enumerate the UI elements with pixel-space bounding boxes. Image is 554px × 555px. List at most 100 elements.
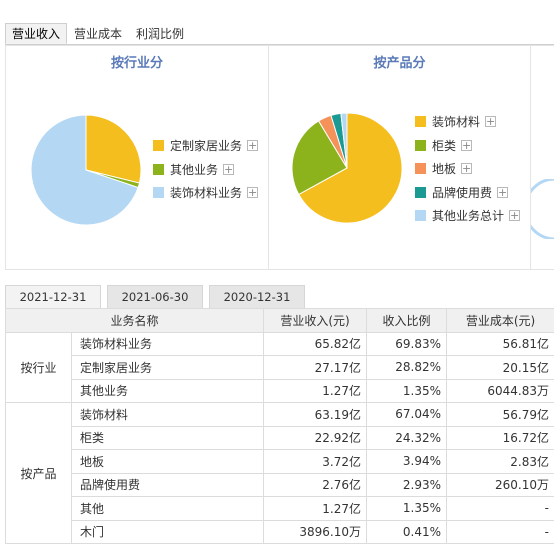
row-revenue: 22.92亿	[263, 425, 368, 450]
product-chart-panel: 按产品分 装饰材料 + 柜类 + 地板 + 品牌使用费 + 其他业务总计 +	[268, 45, 531, 270]
pie-slice-0[interactable]	[85, 114, 142, 184]
industry-chart-panel: 按行业分 定制家居业务 + 其他业务 + 装饰材料业务 +	[5, 45, 269, 270]
row-ratio: 28.82%	[366, 355, 448, 380]
table-header-row: 业务名称 营业收入(元) 收入比例 营业成本(元)	[4, 308, 554, 333]
row-name: 地板	[70, 449, 265, 474]
row-revenue: 65.82亿	[263, 331, 368, 356]
pie-slice-0[interactable]	[298, 112, 403, 224]
table-row: 地板 3.72亿 3.94% 2.83亿	[6, 449, 554, 474]
legend-label: 其他业务	[170, 162, 219, 177]
row-cost: 260.10万	[446, 472, 554, 497]
expand-icon[interactable]: +	[461, 138, 473, 152]
table-row: 按行业 装饰材料业务 65.82亿 69.83% 56.81亿	[5, 331, 554, 403]
business-composition-table: 业务名称 营业收入(元) 收入比例 营业成本(元) 按行业 装饰材料业务 65.…	[4, 308, 554, 544]
row-cost: 6044.83万	[446, 378, 554, 403]
row-name: 其他业务	[70, 378, 265, 403]
legend-swatch	[415, 139, 426, 151]
tab-profit-ratio[interactable]: 利润比例	[136, 27, 185, 41]
period-tabs: 2021-12-31 2021-06-30 2020-12-31	[5, 285, 311, 308]
table-row: 木门 3896.10万 0.41% -	[6, 519, 554, 544]
legend-item-other-business: 其他业务 +	[153, 158, 258, 182]
row-revenue: 1.27亿	[263, 496, 368, 521]
product-chart-title: 按产品分	[373, 56, 426, 71]
row-ratio: 24.32%	[366, 425, 448, 450]
expand-icon[interactable]: +	[497, 185, 509, 199]
row-revenue: 3.72亿	[263, 449, 368, 474]
row-ratio: 1.35%	[366, 496, 448, 521]
expand-icon[interactable]: +	[247, 186, 259, 200]
tab-period-2020-12-31[interactable]: 2020-12-31	[209, 285, 305, 308]
expand-icon[interactable]: +	[485, 115, 497, 129]
legend-item-floor: 地板 +	[415, 157, 520, 181]
legend-swatch	[153, 163, 164, 175]
row-name: 装饰材料业务	[70, 331, 265, 356]
legend-item-custom-home: 定制家居业务 +	[153, 134, 259, 158]
table-row: 按产品 装饰材料 63.19亿 67.04% 56.79亿	[5, 402, 554, 544]
tab-period-2021-12-31[interactable]: 2021-12-31	[5, 285, 101, 308]
expand-icon[interactable]: +	[223, 162, 235, 176]
table-row: 其他业务 1.27亿 1.35% 6044.83万	[6, 378, 554, 403]
tab-period-2021-06-30[interactable]: 2021-06-30	[107, 285, 203, 308]
row-cost: 56.81亿	[446, 331, 554, 356]
row-ratio: 1.35%	[366, 378, 448, 403]
pie-slice-2[interactable]	[30, 114, 139, 226]
row-cost: -	[446, 496, 554, 521]
header-revenue: 营业收入(元)	[263, 308, 368, 333]
table-row: 品牌使用费 2.76亿 2.93% 260.10万	[6, 472, 554, 497]
region-chart-panel-partial	[530, 45, 554, 270]
legend-label: 其他业务总计	[432, 209, 505, 224]
product-pie-chart	[291, 112, 403, 224]
tab-cost[interactable]: 营业成本	[74, 27, 123, 41]
row-cost: -	[446, 519, 554, 544]
industry-legend: 定制家居业务 + 其他业务 + 装饰材料业务 +	[153, 134, 259, 205]
industry-pie-chart	[30, 114, 142, 226]
expand-icon[interactable]: +	[247, 139, 259, 153]
metric-tabs: 营业收入 营业成本 利润比例	[5, 23, 191, 45]
legend-label: 地板	[432, 162, 457, 177]
legend-item-decor: 装饰材料 +	[415, 110, 520, 134]
region-pie-chart-partial	[531, 179, 554, 239]
row-ratio: 69.83%	[366, 331, 448, 356]
pie-slice-4[interactable]	[340, 112, 348, 169]
table-row: 定制家居业务 27.17亿 28.82% 20.15亿	[6, 355, 554, 380]
row-ratio: 2.93%	[366, 472, 448, 497]
legend-swatch	[415, 116, 426, 128]
row-ratio: 3.94%	[366, 449, 448, 474]
row-name: 其他	[70, 496, 265, 521]
tab-divider	[5, 44, 554, 45]
legend-swatch	[415, 163, 426, 175]
legend-item-decor-material: 装饰材料业务 +	[153, 181, 259, 205]
row-revenue: 27.17亿	[263, 355, 368, 380]
row-cost: 16.72亿	[446, 425, 554, 450]
industry-chart-title: 按行业分	[110, 56, 163, 71]
legend-item-brand-fee: 品牌使用费 +	[415, 181, 520, 205]
row-name: 木门	[70, 519, 265, 544]
expand-icon[interactable]: +	[509, 209, 521, 223]
legend-item-cabinet: 柜类 +	[415, 134, 520, 158]
row-name: 定制家居业务	[70, 355, 265, 380]
tab-revenue[interactable]: 营业收入	[5, 23, 68, 44]
header-business-name: 业务名称	[4, 308, 265, 333]
legend-label: 柜类	[432, 138, 457, 153]
row-cost: 20.15亿	[446, 355, 554, 380]
row-revenue: 3896.10万	[263, 519, 368, 544]
row-ratio: 0.41%	[366, 519, 448, 544]
product-legend: 装饰材料 + 柜类 + 地板 + 品牌使用费 + 其他业务总计 +	[415, 110, 521, 228]
row-revenue: 2.76亿	[263, 472, 368, 497]
pie-slice-1[interactable]	[291, 120, 348, 196]
expand-icon[interactable]: +	[461, 162, 473, 176]
table-row: 其他 1.27亿 1.35% -	[6, 496, 554, 521]
legend-swatch	[415, 186, 426, 198]
legend-label: 装饰材料	[432, 115, 481, 130]
row-revenue: 63.19亿	[263, 402, 368, 427]
row-cost: 56.79亿	[446, 402, 554, 427]
legend-swatch	[153, 140, 164, 152]
row-name: 品牌使用费	[70, 472, 265, 497]
row-revenue: 1.27亿	[263, 378, 368, 403]
legend-label: 定制家居业务	[170, 139, 243, 154]
table-row: 柜类 22.92亿 24.32% 16.72亿	[6, 425, 554, 450]
legend-item-other-total: 其他业务总计 +	[415, 204, 521, 228]
header-cost: 营业成本(元)	[446, 308, 554, 333]
row-name: 柜类	[70, 425, 265, 450]
group-label-product: 按产品	[5, 402, 72, 544]
